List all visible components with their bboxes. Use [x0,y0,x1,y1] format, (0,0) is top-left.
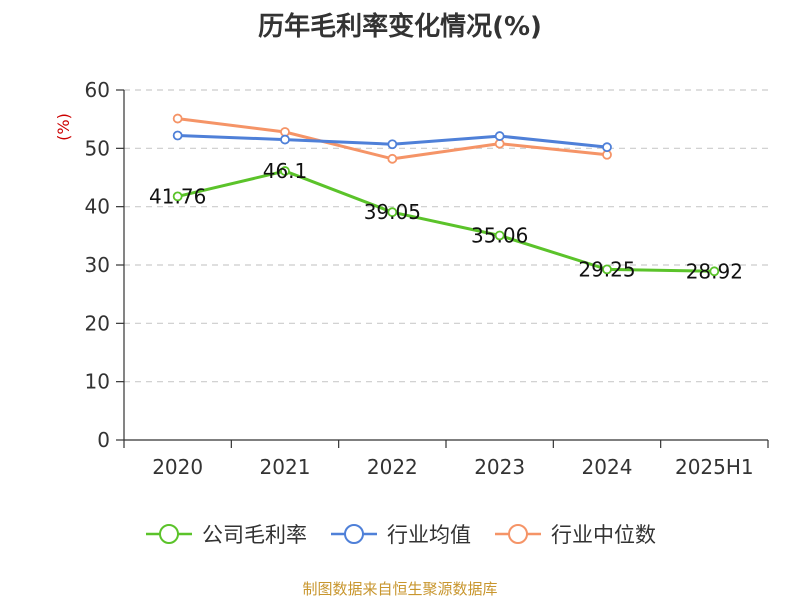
data-point[interactable] [280,134,290,145]
data-point[interactable] [387,139,398,150]
x-tick-label: 2021 [260,455,311,479]
y-axis-label: (%) [54,113,73,141]
data-label: 39.05 [364,200,421,224]
data-label: 41.76 [149,184,206,208]
chart-title: 历年毛利率变化情况(%) [258,12,542,42]
legend-symbol-icon [331,524,377,544]
data-point[interactable] [494,131,505,141]
y-tick-label: 40 [85,195,110,219]
legend-symbol-icon [146,524,192,544]
legend-item[interactable]: 行业均值 [329,519,471,549]
data-point[interactable] [494,230,505,241]
legend-label: 公司毛利率 [202,523,307,547]
data-label: 46.1 [263,159,308,183]
x-tick-label: 2022 [367,455,418,479]
x-tick-label: 2023 [474,455,525,479]
legend-item[interactable]: 公司毛利率 [144,519,307,549]
data-point[interactable] [602,264,612,275]
y-tick-label: 0 [97,428,110,452]
data-point[interactable] [172,191,183,202]
data-point[interactable] [602,142,612,153]
y-tick-label: 10 [85,370,110,394]
data-labels: 41.76 46.1 39.05 35.06 29.25 28.92 [149,159,743,283]
x-tick-label: 2024 [582,455,633,479]
data-point[interactable] [387,207,398,218]
data-label: 35.06 [471,223,528,247]
data-label: 29.25 [578,257,635,281]
legend-symbol-icon [495,524,541,544]
y-tick-label: 60 [85,78,110,102]
data-label: 28.92 [686,259,743,283]
data-point[interactable] [172,113,183,124]
y-tick-label: 30 [85,253,110,277]
legend-label: 行业中位数 [551,523,656,547]
data-point[interactable] [387,153,398,164]
data-point[interactable] [709,266,720,277]
y-tick-label: 50 [85,136,110,160]
legend-label: 行业均值 [387,523,471,547]
legend: 公司毛利率 行业均值 行业中位数 [0,519,800,549]
x-tick-label: 2025H1 [675,455,754,479]
data-point[interactable] [280,166,290,176]
x-tick-label: 2020 [152,455,203,479]
series-lines [172,113,720,277]
data-point[interactable] [172,130,183,141]
series-line-0 [177,169,715,273]
data-source-note: 制图数据来自恒生聚源数据库 [302,580,498,598]
y-tick-label: 20 [85,311,110,335]
axes: 0 10 20 30 40 50 60 2020 2021 2022 2023 2024 2025H1 (… [54,78,769,479]
legend-item[interactable]: 行业中位数 [493,519,656,549]
grid-lines [124,89,768,383]
